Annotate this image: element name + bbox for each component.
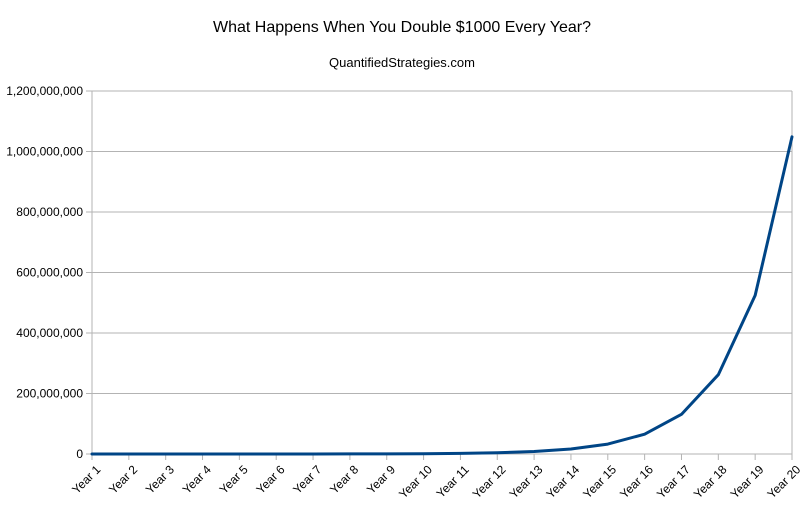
x-tick-label: Year 13: [507, 462, 546, 501]
data-point: [458, 451, 462, 455]
x-tick-label: Year 1: [69, 462, 103, 496]
data-point: [201, 452, 205, 456]
x-tick-label: Year 16: [617, 462, 656, 501]
data-point: [569, 447, 573, 451]
data-point: [422, 452, 426, 456]
data-point: [790, 135, 794, 139]
data-point: [495, 451, 499, 455]
x-tick-label: Year 2: [106, 462, 140, 496]
axes: [91, 91, 793, 460]
y-tick-label: 0: [76, 447, 83, 461]
x-tick-label: Year 12: [470, 462, 509, 501]
data-point: [532, 450, 536, 454]
data-point: [606, 442, 610, 446]
x-tick-label: Year 8: [327, 462, 361, 496]
x-tick-label: Year 17: [654, 462, 693, 501]
x-tick-label: Year 7: [290, 462, 324, 496]
x-tick-label: Year 4: [180, 462, 214, 496]
x-tick-label: Year 6: [253, 462, 287, 496]
x-tick-label: Year 10: [396, 462, 435, 501]
data-point: [348, 452, 352, 456]
y-axis-ticks: 0 200,000,000 400,000,000 600,000,000 800,00…: [6, 84, 83, 461]
data-point: [274, 452, 278, 456]
data-point: [643, 432, 647, 436]
data-point: [311, 452, 315, 456]
x-tick-label: Year 20: [764, 462, 800, 501]
chart-title: What Happens When You Double $1000 Every…: [213, 19, 591, 36]
y-tick-label: 800,000,000: [16, 205, 83, 219]
gridlines: [86, 90, 792, 455]
data-point: [753, 293, 757, 297]
data-point: [385, 452, 389, 456]
x-tick-label: Year 19: [728, 462, 767, 501]
data-point: [164, 452, 168, 456]
y-tick-label: 600,000,000: [16, 266, 83, 280]
x-tick-label: Year 14: [543, 462, 582, 501]
data-point: [716, 373, 720, 377]
data-point: [90, 452, 94, 456]
data-point: [127, 452, 131, 456]
x-tick-label: Year 11: [434, 462, 472, 500]
x-tick-label: Year 15: [580, 462, 619, 501]
y-tick-label: 400,000,000: [16, 326, 83, 340]
y-tick-label: 1,000,000,000: [6, 145, 83, 159]
series-line: [90, 135, 794, 456]
x-tick-label: Year 5: [217, 462, 251, 496]
data-point: [237, 452, 241, 456]
y-tick-label: 1,200,000,000: [6, 84, 83, 98]
x-tick-label: Year 9: [364, 462, 398, 496]
chart-subtitle: QuantifiedStrategies.com: [329, 55, 475, 70]
x-axis-ticks: Year 1 Year 2 Year 3 Year 4 Year 5 Year 6 Year…: [69, 454, 800, 501]
x-tick-label: Year 3: [143, 462, 177, 496]
series-layer: [90, 135, 794, 456]
y-tick-label: 200,000,000: [16, 387, 83, 401]
data-point: [679, 412, 683, 416]
x-tick-label: Year 18: [691, 462, 730, 501]
